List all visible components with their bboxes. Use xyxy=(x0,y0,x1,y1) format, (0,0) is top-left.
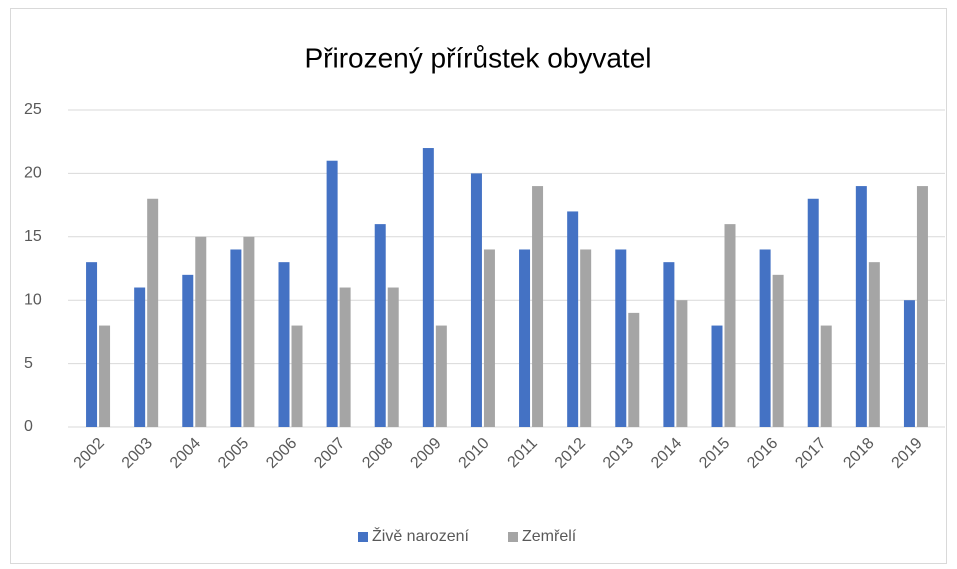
bar xyxy=(195,236,207,427)
legend-label: Zemřelí xyxy=(522,528,577,545)
bar xyxy=(532,186,544,427)
legend-swatch xyxy=(358,532,368,542)
bar xyxy=(868,262,880,427)
bar xyxy=(724,224,736,427)
bar xyxy=(182,274,194,427)
bar xyxy=(615,249,627,427)
y-tick-label: 10 xyxy=(24,291,42,308)
bar xyxy=(807,198,819,427)
bar xyxy=(134,287,146,427)
bar xyxy=(243,236,255,427)
bar xyxy=(519,249,531,427)
chart-title: Přirozený přírůstek obyvatel xyxy=(304,42,651,73)
bar xyxy=(483,249,495,427)
bar xyxy=(855,186,867,427)
bar xyxy=(278,262,290,427)
bar xyxy=(230,249,242,427)
bar xyxy=(663,262,675,427)
bar xyxy=(374,224,386,427)
y-tick-label: 20 xyxy=(24,165,42,182)
bar xyxy=(326,160,338,427)
y-tick-label: 0 xyxy=(24,418,33,435)
bar xyxy=(759,249,771,427)
bar xyxy=(86,262,98,427)
bar xyxy=(567,211,579,427)
bar xyxy=(435,325,447,427)
bar xyxy=(470,173,482,427)
bar xyxy=(676,300,688,427)
bar xyxy=(422,148,434,428)
bar xyxy=(820,325,832,427)
y-tick-label: 25 xyxy=(24,101,42,118)
bar xyxy=(147,198,159,427)
legend-label: Živě narození xyxy=(372,526,469,545)
bar xyxy=(772,274,784,427)
bar xyxy=(291,325,303,427)
bar xyxy=(916,186,928,427)
bar xyxy=(580,249,592,427)
y-tick-label: 5 xyxy=(24,355,33,372)
y-tick-label: 15 xyxy=(24,228,42,245)
bar xyxy=(711,325,723,427)
bar xyxy=(99,325,111,427)
bar xyxy=(339,287,351,427)
bar xyxy=(628,312,640,427)
bar xyxy=(387,287,399,427)
bar xyxy=(903,300,915,427)
legend-swatch xyxy=(508,532,518,542)
